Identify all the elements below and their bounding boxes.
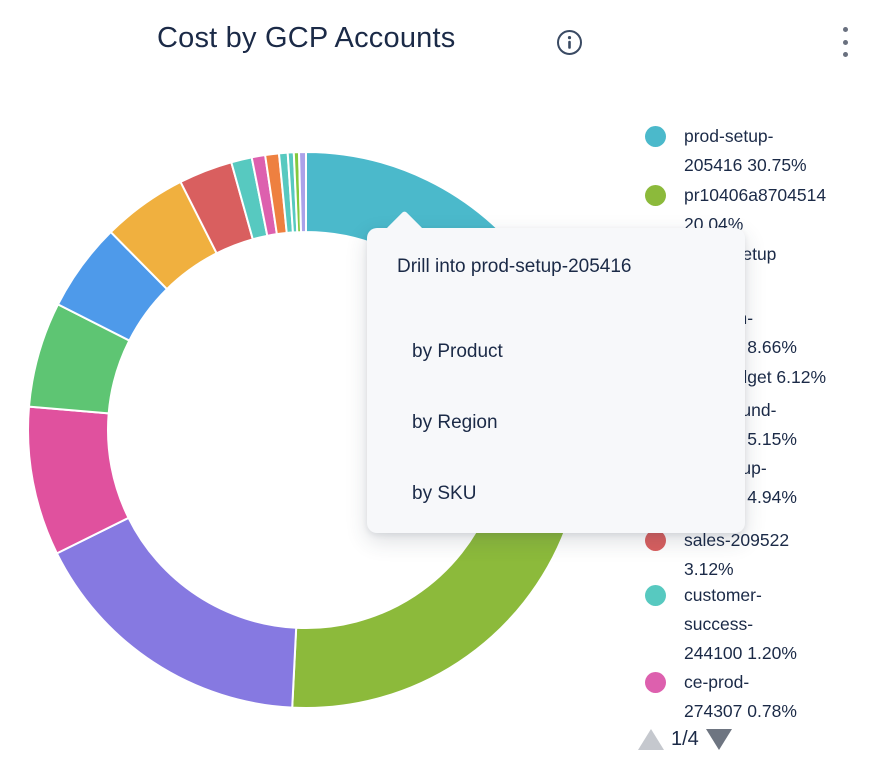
drill-option-by-sku[interactable]: by SKU <box>412 482 477 504</box>
page-up-arrow[interactable] <box>638 728 664 750</box>
legend-dot <box>645 530 666 551</box>
tooltip-title: Drill into prod-setup-205416 <box>397 256 632 277</box>
info-icon[interactable] <box>556 29 583 56</box>
legend-pagination: 1/4 <box>638 726 732 752</box>
legend-label: customer-success- 244100 1.20% <box>684 585 797 663</box>
page-indicator: 1/4 <box>671 727 699 750</box>
tooltip-menu: by Product by Region by SKU <box>412 316 503 529</box>
drill-option-by-region[interactable]: by Region <box>412 411 498 433</box>
legend-dot <box>645 126 666 147</box>
legend-dot <box>645 185 666 206</box>
legend-dot <box>645 672 666 693</box>
drill-tooltip: Drill into prod-setup-205416 by Product b… <box>367 210 745 533</box>
kebab-dot <box>842 39 848 45</box>
legend-dot <box>645 585 666 606</box>
legend-label: sales-209522 3.12% <box>684 530 790 579</box>
donut-slice[interactable] <box>298 151 307 234</box>
page-down-arrow[interactable] <box>705 728 732 750</box>
legend-label: prod-setup- 205416 30.75% <box>684 126 807 175</box>
donut-slice-demo-setup[interactable] <box>55 516 298 709</box>
legend-label: ce-prod- 274307 0.78% <box>684 672 797 717</box>
kebab-dot <box>842 52 848 57</box>
drill-option-by-product[interactable]: by Product <box>412 340 503 362</box>
page-title: Cost by GCP Accounts <box>157 22 456 54</box>
kebab-menu-icon[interactable] <box>836 25 854 59</box>
kebab-dot <box>842 27 848 32</box>
